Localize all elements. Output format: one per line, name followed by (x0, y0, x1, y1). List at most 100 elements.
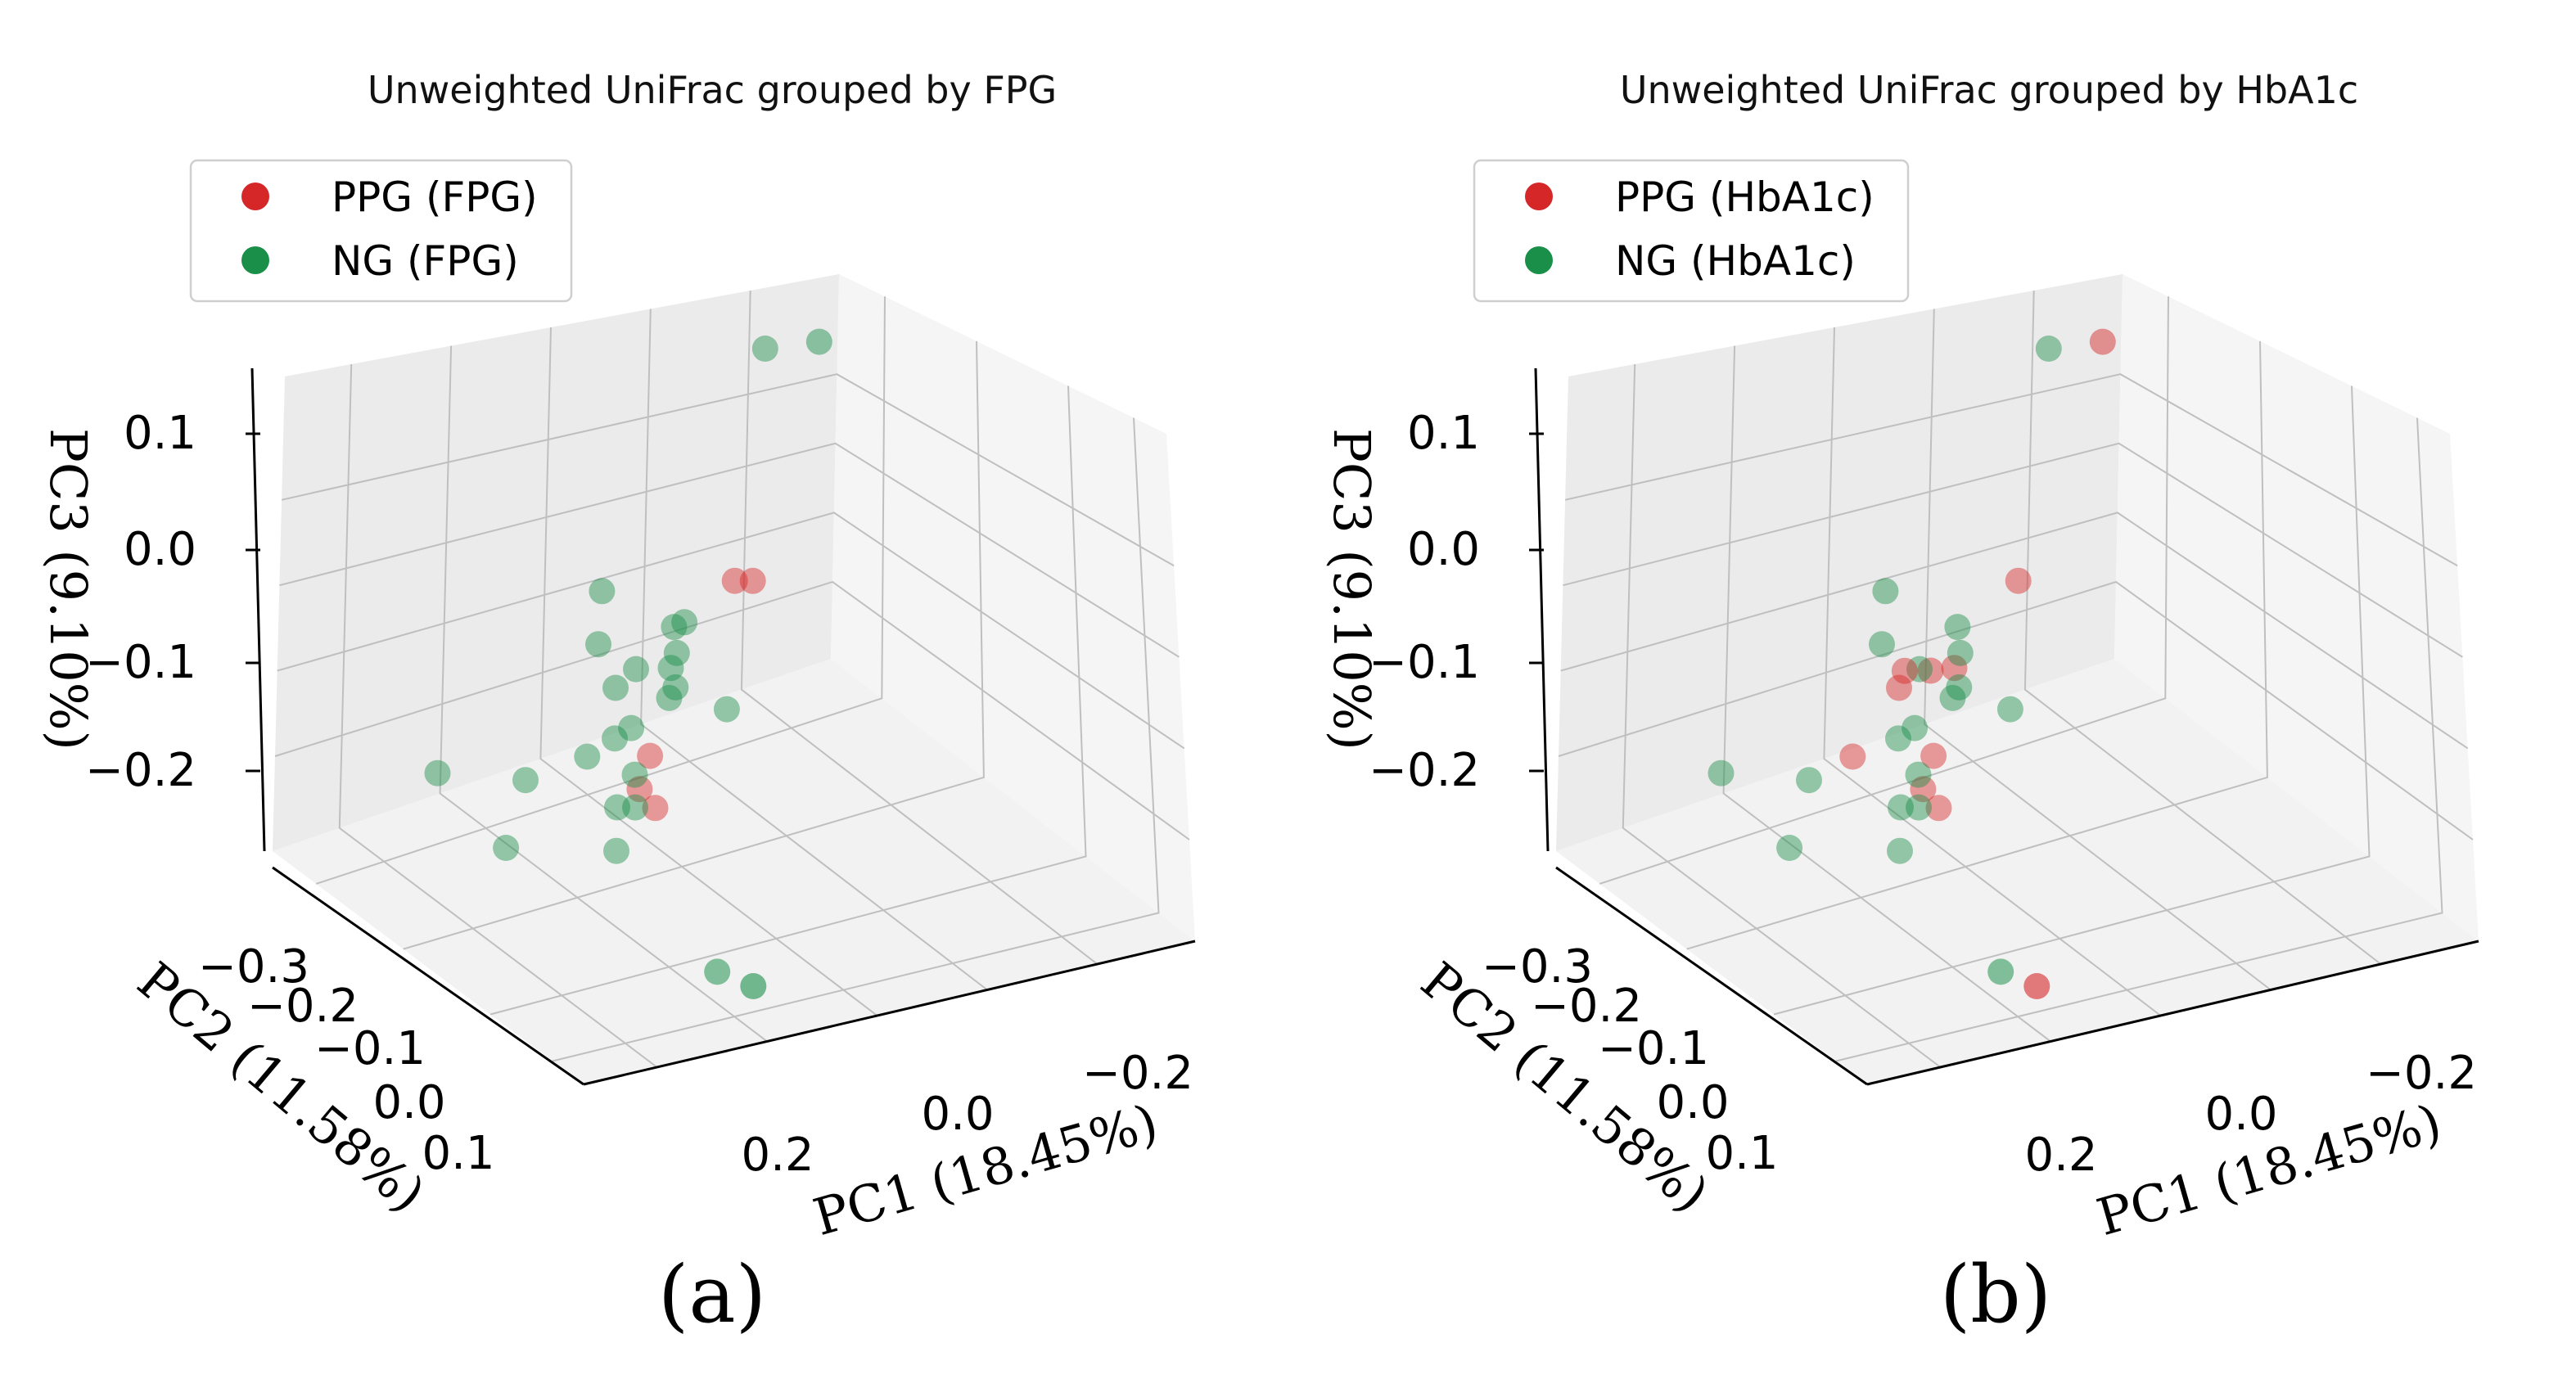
data-point-ng (740, 973, 767, 999)
x-tick-label: 0.2 (2024, 1129, 2097, 1182)
y-tick-label: 0.1 (1705, 1127, 1778, 1180)
x-tick-label: −0.2 (2366, 1047, 2477, 1100)
data-point-ng (602, 674, 629, 701)
x-axis-line (583, 940, 1196, 1086)
data-point-ng (1796, 767, 1822, 794)
legend: PPG (FPG) NG (FPG) (189, 159, 573, 303)
gridline-y (1722, 345, 2051, 1043)
data-point-ng (662, 674, 689, 701)
y-tick-label: 0.0 (1656, 1076, 1729, 1129)
data-point-ng (1906, 794, 1932, 821)
data-point-ng (424, 759, 451, 786)
legend-label-ppg: PPG (FPG) (332, 173, 538, 221)
gridline-y (2023, 290, 2382, 965)
scatter-points (1708, 328, 2116, 999)
data-point-ng (618, 714, 645, 741)
x-tick-label: 0.0 (2204, 1088, 2277, 1141)
data-point-ng (1944, 614, 1971, 641)
pane-left (273, 274, 839, 851)
data-point-ng (661, 614, 688, 641)
pane-right (831, 274, 1195, 941)
pane-left (1556, 274, 2123, 851)
data-point-ng (1869, 631, 1895, 658)
data-point-ng (1905, 761, 1932, 788)
gridline-z (1558, 580, 2474, 840)
x-tick-label: 0.2 (741, 1129, 814, 1182)
zlabel: PC3 (9.10%) (38, 428, 98, 750)
data-point-ng (713, 696, 740, 723)
chart-title: Unweighted UniFrac grouped by FPG (368, 68, 1057, 112)
data-point-ppg (1917, 657, 1944, 684)
data-point-ppg (1839, 743, 1866, 770)
data-point-ng (656, 684, 683, 711)
data-point-ng (1887, 837, 1913, 864)
gridline-z (1560, 511, 2469, 750)
data-point-ppg (1910, 776, 1937, 803)
data-point-ng (604, 794, 630, 821)
data-point-ng (663, 639, 690, 666)
data-point-ng (1888, 794, 1914, 821)
data-point-ppg (1941, 655, 1968, 682)
data-point-ng (1947, 639, 1974, 666)
data-point-ppg (637, 742, 664, 769)
data-point-ng (623, 656, 649, 683)
y-tick-label: −0.1 (1598, 1022, 1709, 1075)
pane-floor (273, 659, 1195, 1084)
y-axis-line (1555, 866, 1868, 1086)
gridline-x (1835, 417, 2443, 1062)
legend-marker-ng (241, 246, 269, 274)
y-tick-label: −0.1 (314, 1022, 426, 1075)
legend-label-ppg: PPG (HbA1c) (1615, 173, 1874, 221)
panel-label: (a) (658, 1249, 766, 1341)
zlabel: PC3 (9.10%) (1322, 428, 1382, 750)
data-point-ng (751, 336, 778, 362)
data-point-ng (2035, 336, 2062, 362)
data-point-ng (1872, 578, 1899, 605)
data-point-ng (621, 761, 648, 788)
gridline-z (279, 442, 1180, 658)
axis-ticks: 0.10.0−0.1−0.2−0.3−0.2−0.10.00.1 0.20.0−0… (85, 407, 1193, 1182)
x-tick-label: 0.0 (921, 1088, 994, 1141)
data-point-ng (602, 725, 628, 752)
gridline-x (315, 296, 886, 885)
data-point-ppg (2089, 328, 2116, 355)
gridline-z (274, 580, 1190, 840)
z-axis-line (1534, 367, 1550, 852)
data-point-ng (805, 328, 832, 355)
z-tick-label: 0.1 (124, 407, 196, 460)
gridline-y (640, 309, 988, 991)
data-point-ppg (1925, 795, 1952, 822)
gridline-y (539, 327, 878, 1016)
data-point-ng (493, 835, 520, 861)
y-tick-label: 0.1 (422, 1127, 494, 1180)
panel-label: (b) (1940, 1249, 2051, 1341)
data-point-ppg (721, 567, 748, 594)
gridline-z (1563, 442, 2463, 658)
legend-box (189, 159, 573, 303)
gridline-y (439, 345, 768, 1043)
legend: PPG (HbA1c) NG (HbA1c) (1473, 159, 1910, 303)
data-point-ng (585, 631, 611, 658)
data-point-ppg (739, 567, 766, 594)
x-axis-line (1866, 940, 2479, 1086)
data-point-ng (622, 794, 648, 821)
data-point-ppg (2005, 567, 2032, 594)
y-tick-label: 0.0 (372, 1076, 445, 1129)
axes-cube (1534, 274, 2479, 1086)
gridline-y (1924, 309, 2271, 991)
gridline-x (1773, 385, 2371, 1016)
legend-marker-ppg (241, 183, 269, 210)
data-point-ng (512, 767, 539, 794)
y-tick-label: −0.2 (1531, 980, 1642, 1033)
gridline-z (277, 511, 1185, 750)
y-tick-label: −0.2 (247, 980, 359, 1033)
data-point-ng (657, 655, 684, 682)
data-point-ppg (626, 776, 653, 803)
z-tick-label: −0.2 (85, 744, 196, 797)
legend-marker-ppg (1525, 183, 1553, 210)
legend-label-ng: NG (FPG) (332, 237, 519, 285)
x-tick-label: −0.2 (1082, 1047, 1193, 1100)
y-tick-label: −0.3 (1482, 940, 1593, 994)
data-point-ng (1776, 835, 1803, 861)
